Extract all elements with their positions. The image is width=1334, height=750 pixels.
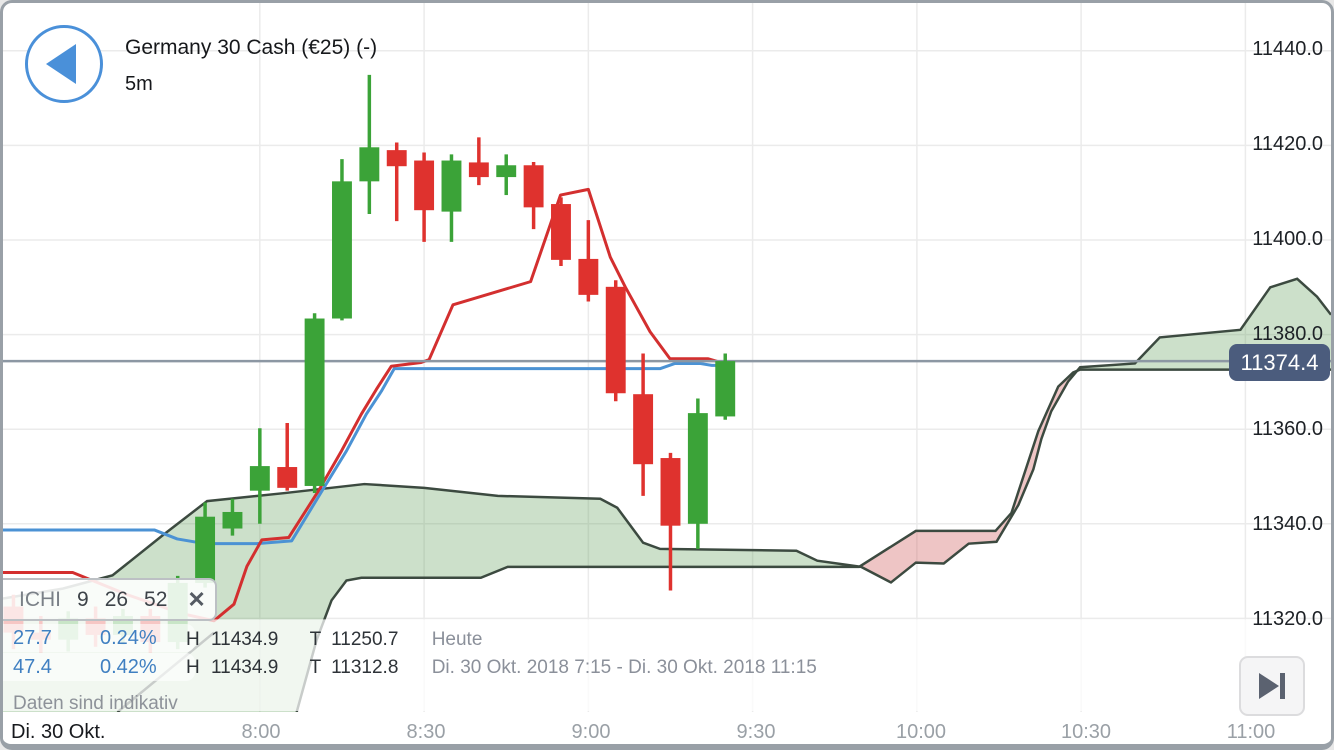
price-axis-label: 11440.0 [1252, 38, 1323, 60]
time-axis-label: 8:30 [406, 721, 446, 743]
stats-overlay-backdrop [3, 619, 1331, 712]
price-axis-label: 11420.0 [1252, 133, 1323, 155]
time-axis-label: 9:30 [736, 721, 776, 743]
time-axis-label: 8:00 [241, 721, 281, 743]
stats-row-today: H 11434.9 T 11250.7 Heute [186, 629, 482, 651]
candle-8:30 [414, 152, 435, 242]
indicator-percent: 0.42% [100, 656, 157, 678]
indicator-value-row-1: 27.7 0.24% [3, 624, 195, 652]
candle-8:25 [386, 142, 407, 222]
low-label: T [309, 657, 321, 678]
time-axis [3, 712, 1331, 744]
candle-8:00 [249, 428, 270, 524]
candle-9:15 [660, 452, 681, 591]
high-label: H [186, 629, 200, 650]
indicator-param-2: 26 [104, 587, 129, 611]
low-label: T [309, 629, 321, 650]
indicator-value: 27.7 [13, 627, 52, 649]
indicator-value: 47.4 [13, 656, 52, 678]
price-axis-label: 11360.0 [1252, 418, 1323, 440]
candle-8:55 [551, 197, 571, 267]
indicator-param-3: 52 [144, 587, 168, 611]
indicator-value-row-2: 47.4 0.42% [3, 653, 195, 681]
current-price-badge: 11374.4 [1229, 344, 1330, 381]
indicator-param-1: 9 [77, 587, 89, 611]
candle-8:10 [304, 313, 325, 494]
candle-8:20 [359, 74, 380, 214]
time-axis-label: 10:00 [895, 721, 947, 743]
skip-to-end-icon [1259, 673, 1285, 699]
high-label: H [186, 657, 200, 678]
candle-8:45 [496, 154, 517, 196]
period-range: Di. 30 Okt. 2018 7:15 - Di. 30 Okt. 2018… [431, 657, 817, 678]
price-axis-label: 11400.0 [1252, 228, 1323, 250]
time-axis-label: 9:00 [571, 721, 611, 743]
back-arrow-icon [46, 44, 76, 84]
close-icon[interactable]: ✕ [187, 586, 206, 612]
kijun-line [3, 361, 735, 546]
high-value: 11434.9 [211, 629, 279, 650]
instrument-title: Germany 30 Cash (€25) (-) [125, 36, 378, 59]
period-label: Heute [431, 629, 483, 650]
price-axis-label: 11340.0 [1252, 513, 1323, 535]
candle-9:20 [687, 398, 708, 549]
candle-8:35 [441, 154, 462, 242]
candle-8:05 [277, 423, 298, 491]
stats-row-range: H 11434.9 T 11312.8 Di. 30 Okt. 2018 7:1… [186, 657, 817, 679]
candle-8:15 [332, 159, 352, 321]
candle-7:50 [195, 502, 216, 588]
high-value: 11434.9 [211, 657, 279, 678]
candle-9:25 [715, 353, 736, 420]
timeframe-label[interactable]: 5m [125, 73, 153, 95]
tenkan-line [3, 187, 726, 623]
low-value: 11312.8 [331, 657, 399, 678]
price-axis-label: 11380.0 [1252, 323, 1323, 345]
candle-9:05 [605, 280, 626, 402]
ichimoku-indicator-chip[interactable]: ICHI 9 26 52 ✕ [3, 578, 217, 621]
back-button[interactable] [25, 25, 103, 103]
candle-8:40 [468, 137, 489, 186]
candle-9:00 [578, 220, 599, 302]
indicator-name: ICHI [19, 587, 61, 611]
price-axis-label: 11320.0 [1252, 608, 1323, 630]
low-value: 11250.7 [331, 629, 399, 650]
skip-to-latest-button[interactable] [1239, 656, 1305, 716]
indicator-percent: 0.24% [100, 627, 157, 649]
candle-8:50 [523, 161, 544, 230]
date-axis-label: Di. 30 Okt. [11, 721, 106, 743]
candle-9:10 [633, 353, 654, 496]
candle-7:55 [222, 498, 243, 536]
time-axis-label: 11:00 [1226, 721, 1276, 743]
indicative-data-note: Daten sind indikativ [13, 693, 178, 714]
time-axis-label: 10:30 [1060, 721, 1112, 743]
